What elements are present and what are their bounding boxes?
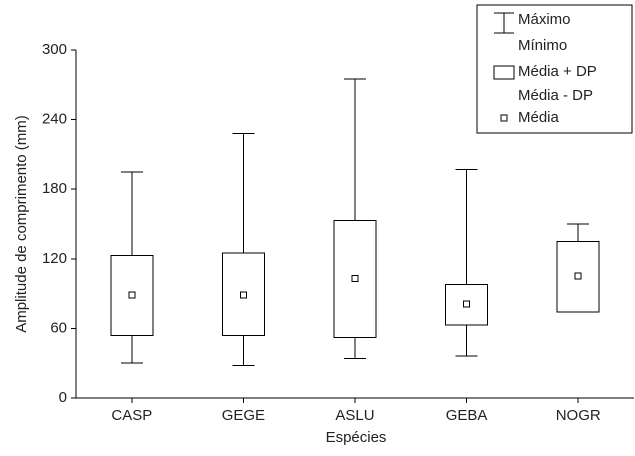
box xyxy=(221,252,265,336)
legend-label: Máximo xyxy=(518,11,571,28)
x-tick-label: CASP xyxy=(111,407,152,424)
y-axis-title: Amplitude de comprimento (mm) xyxy=(13,115,30,333)
x-axis-title: Espécies xyxy=(326,429,387,446)
y-tick-label: 0 xyxy=(59,389,67,406)
legend-icon xyxy=(493,65,515,80)
mean-marker xyxy=(351,275,359,283)
legend-icon xyxy=(500,114,508,122)
mean-marker xyxy=(128,291,136,299)
y-tick-label: 60 xyxy=(50,319,67,336)
box xyxy=(556,240,600,313)
legend xyxy=(476,4,633,134)
legend-label: Média xyxy=(518,109,560,126)
box xyxy=(445,283,489,326)
y-tick-label: 120 xyxy=(42,250,67,267)
y-tick-label: 240 xyxy=(42,111,67,128)
x-tick-label: NOGR xyxy=(556,407,601,424)
x-tick-label: ASLU xyxy=(335,407,374,424)
box xyxy=(333,220,377,339)
x-tick-label: GEGE xyxy=(222,407,265,424)
legend-label: Média + DP xyxy=(518,63,597,80)
mean-marker xyxy=(239,291,247,299)
mean-marker xyxy=(463,300,471,308)
box xyxy=(110,254,154,336)
y-tick-label: 180 xyxy=(42,180,67,197)
legend-label: Mínimo xyxy=(518,37,567,54)
legend-label: Média - DP xyxy=(518,87,593,104)
x-tick-label: GEBA xyxy=(446,407,488,424)
mean-marker xyxy=(574,272,582,280)
y-tick-label: 300 xyxy=(42,41,67,58)
